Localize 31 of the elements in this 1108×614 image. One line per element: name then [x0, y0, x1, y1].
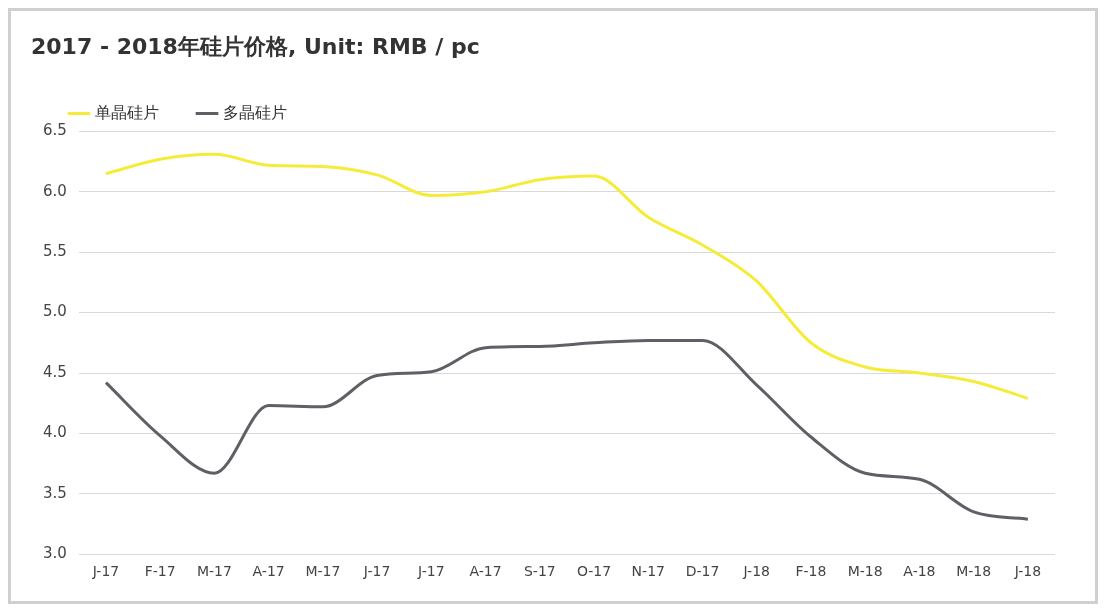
x-tick-label: F-17: [144, 563, 176, 580]
x-tick-label: M-17: [196, 563, 232, 580]
x-tick-label: A-17: [469, 563, 502, 580]
legend-label: 单晶硅片: [95, 102, 159, 122]
chart-title: 2017 - 2018年硅片价格, Unit: RMB / pc: [31, 33, 480, 59]
x-tick-label: A-17: [252, 563, 285, 580]
x-tick-label: O-17: [576, 563, 612, 580]
x-tick-label: J-17: [417, 563, 445, 580]
x-tick-label: J-18: [1013, 563, 1042, 580]
y-tick-label: 5.5: [43, 242, 67, 261]
x-tick-label: N-17: [631, 563, 665, 580]
y-tick-label: 4.0: [43, 423, 67, 442]
x-tick-label: M-18: [847, 563, 883, 580]
legend-label: 多晶硅片: [223, 102, 287, 122]
x-tick-label: M-18: [956, 563, 992, 580]
y-tick-label: 6.5: [43, 121, 67, 140]
y-tick-label: 4.5: [43, 362, 67, 381]
y-tick-label: 6.0: [43, 181, 67, 200]
x-tick-label: D-17: [685, 563, 720, 580]
x-tick-label: F-18: [795, 563, 827, 580]
x-tick-label: J-17: [362, 563, 391, 580]
x-tick-label: J-17: [91, 563, 120, 580]
y-tick-label: 3.5: [43, 483, 67, 502]
line-series: [104, 338, 1030, 521]
y-tick-label: 5.0: [43, 302, 67, 321]
x-tick-label: S-17: [523, 563, 556, 580]
x-tick-label: J-18: [742, 563, 770, 580]
x-tick-label: A-18: [903, 563, 936, 580]
y-tick-label: 3.0: [43, 544, 67, 563]
line-series: [104, 152, 1030, 400]
x-tick-label: M-17: [305, 563, 341, 580]
